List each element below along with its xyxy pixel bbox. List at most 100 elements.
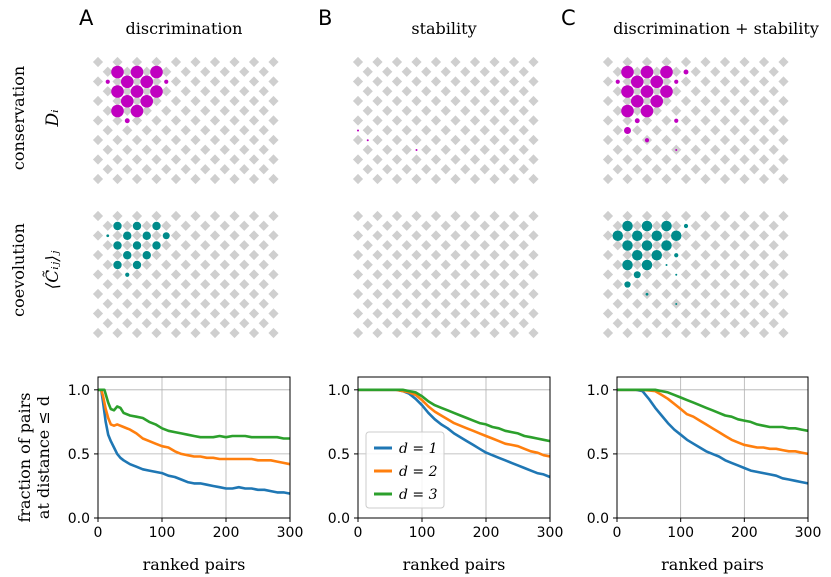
lattice-site	[778, 308, 789, 319]
lattice-site	[411, 288, 422, 300]
lattice-site	[739, 288, 750, 300]
lattice-site	[739, 173, 750, 185]
lattice-site	[200, 298, 211, 309]
lattice-site	[719, 76, 731, 87]
lattice-site	[508, 308, 520, 319]
lattice-site	[112, 308, 123, 319]
lattice-site	[401, 86, 412, 97]
lattice-site	[690, 240, 701, 251]
lattice-site	[190, 95, 201, 107]
lattice-site	[499, 125, 510, 136]
lattice-site	[190, 288, 201, 300]
lattice-site	[430, 115, 442, 126]
lattice-site	[758, 249, 770, 261]
lattice-site	[641, 308, 653, 319]
lattice-site	[151, 230, 162, 241]
lattice-site	[602, 115, 614, 126]
lattice-site	[122, 105, 133, 116]
lattice-site	[528, 173, 539, 185]
lattice-site	[778, 76, 789, 87]
lattice-site	[352, 154, 364, 165]
lattice-site	[460, 125, 471, 136]
lattice-site	[479, 105, 490, 116]
lattice-site	[92, 327, 104, 339]
lattice-site	[382, 259, 393, 270]
lattice-site	[92, 134, 104, 146]
lattice-site	[112, 56, 123, 68]
lattice-site	[469, 95, 481, 107]
lattice-site	[229, 249, 240, 261]
lattice-site	[161, 105, 172, 116]
lattice-site	[268, 249, 279, 261]
lattice-site	[719, 288, 731, 300]
lattice-site	[460, 105, 471, 116]
conservation-marker	[624, 127, 631, 134]
lattice-site	[528, 95, 539, 107]
lattice-site	[450, 210, 461, 222]
lattice-site	[161, 125, 172, 136]
lattice-site	[700, 308, 711, 319]
conservation-marker	[150, 65, 163, 79]
lattice-site	[411, 76, 422, 87]
lattice-site	[671, 240, 682, 251]
lattice-site	[622, 249, 633, 261]
lattice-site	[180, 279, 191, 290]
y-tick-label: 1.0	[328, 383, 350, 399]
lattice-site	[180, 86, 191, 97]
lattice-site	[680, 249, 692, 261]
conservation-marker	[644, 138, 650, 143]
lattice-site	[768, 66, 779, 77]
lattice-site	[651, 125, 662, 136]
lattice-site	[248, 154, 260, 165]
lattice-site	[248, 56, 260, 68]
lattice-site	[758, 76, 770, 87]
lattice-coevolution-panel-0	[92, 210, 279, 339]
lattice-site	[489, 134, 500, 146]
lattice-site	[508, 134, 520, 146]
lattice-site	[391, 288, 403, 300]
lattice-site	[469, 327, 481, 339]
lattice-site	[258, 66, 269, 77]
lattice-site	[200, 318, 211, 329]
lattice-site	[680, 173, 692, 185]
lattice-site	[102, 298, 113, 309]
coevolution-marker	[674, 253, 679, 258]
lattice-site	[729, 105, 740, 116]
lattice-site	[710, 220, 721, 231]
lattice-site	[641, 210, 653, 222]
lattice-site	[421, 105, 432, 116]
conservation-marker	[105, 79, 110, 84]
lattice-site	[612, 279, 623, 290]
lattice-site	[112, 173, 123, 185]
lattice-site	[190, 269, 201, 280]
lattice-site	[778, 210, 789, 222]
lattice-site	[499, 220, 510, 231]
lattice-site	[499, 86, 510, 97]
lattice-site	[239, 66, 250, 77]
lattice-site	[602, 327, 614, 339]
lattice-site	[372, 249, 383, 261]
lattice-site	[382, 318, 393, 329]
lattice-site	[528, 210, 539, 222]
lattice-site	[489, 269, 500, 280]
lattice-site	[729, 220, 740, 231]
legend-label: d = 1	[399, 441, 438, 457]
conservation-marker	[675, 149, 678, 151]
lattice-site	[440, 220, 451, 231]
lattice-site	[219, 240, 230, 251]
lattice-site	[440, 125, 451, 136]
conservation-marker	[660, 85, 673, 98]
lattice-site	[612, 240, 623, 251]
lattice-site	[661, 154, 672, 165]
lattice-site	[768, 164, 779, 175]
lattice-site	[690, 220, 701, 231]
lattice-site	[622, 134, 633, 146]
conservation-marker	[130, 65, 144, 79]
lattice-site	[612, 220, 623, 231]
lattice-site	[102, 86, 113, 97]
legend-label: d = 3	[399, 487, 438, 503]
lattice-site	[719, 230, 731, 241]
lattice-site	[411, 154, 422, 165]
coevolution-marker	[622, 220, 633, 232]
